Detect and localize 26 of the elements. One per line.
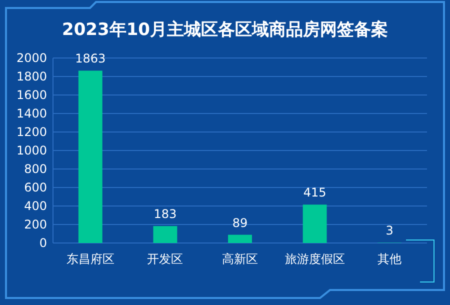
x-tick-label: 旅游度假区 bbox=[284, 252, 345, 266]
y-tick-label: 1800 bbox=[16, 70, 47, 84]
data-label: 3 bbox=[386, 224, 394, 238]
y-tick-label: 1600 bbox=[16, 88, 47, 102]
x-tick-label: 其他 bbox=[378, 252, 402, 266]
y-tick-label: 0 bbox=[39, 236, 47, 250]
data-label: 89 bbox=[232, 216, 248, 230]
y-tick-label: 1200 bbox=[16, 125, 47, 140]
bar bbox=[153, 226, 178, 243]
y-tick-label: 1000 bbox=[16, 144, 47, 158]
data-label: 183 bbox=[154, 207, 177, 222]
x-tick-label: 高新区 bbox=[222, 252, 258, 266]
y-tick-label: 600 bbox=[24, 180, 47, 195]
y-tick-label: 400 bbox=[24, 199, 47, 214]
y-tick-label: 800 bbox=[24, 162, 47, 176]
y-tick-label: 2000 bbox=[16, 51, 47, 66]
bar bbox=[228, 234, 252, 243]
x-tick-label: 开发区 bbox=[147, 252, 184, 266]
y-tick-label: 200 bbox=[24, 218, 47, 232]
data-label: 1863 bbox=[75, 52, 106, 66]
y-tick-label: 1400 bbox=[16, 106, 47, 121]
chart-title: 2023年10月主城区各区域商品房网签备案 bbox=[62, 19, 388, 40]
bar bbox=[302, 204, 327, 243]
x-tick-label: 东昌府区 bbox=[66, 252, 114, 266]
data-label: 415 bbox=[303, 186, 326, 200]
bar bbox=[78, 70, 102, 243]
